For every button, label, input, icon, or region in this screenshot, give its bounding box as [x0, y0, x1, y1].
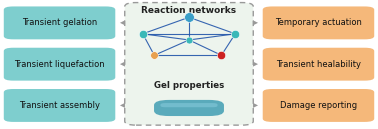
- Text: Temporary actuation: Temporary actuation: [275, 18, 362, 27]
- FancyBboxPatch shape: [4, 6, 115, 39]
- FancyBboxPatch shape: [263, 89, 374, 122]
- FancyBboxPatch shape: [154, 100, 224, 116]
- FancyBboxPatch shape: [160, 103, 218, 107]
- Text: Transient liquefaction: Transient liquefaction: [14, 60, 105, 69]
- Text: Transient healability: Transient healability: [276, 60, 361, 69]
- FancyBboxPatch shape: [4, 89, 115, 122]
- FancyBboxPatch shape: [263, 6, 374, 39]
- Text: Reaction networks: Reaction networks: [141, 6, 237, 15]
- Text: Damage reporting: Damage reporting: [280, 101, 357, 110]
- Text: Gel properties: Gel properties: [154, 81, 224, 90]
- Text: Transient assembly: Transient assembly: [19, 101, 100, 110]
- FancyBboxPatch shape: [263, 48, 374, 81]
- FancyBboxPatch shape: [4, 48, 115, 81]
- FancyBboxPatch shape: [125, 3, 253, 125]
- Text: Transient gelation: Transient gelation: [22, 18, 97, 27]
